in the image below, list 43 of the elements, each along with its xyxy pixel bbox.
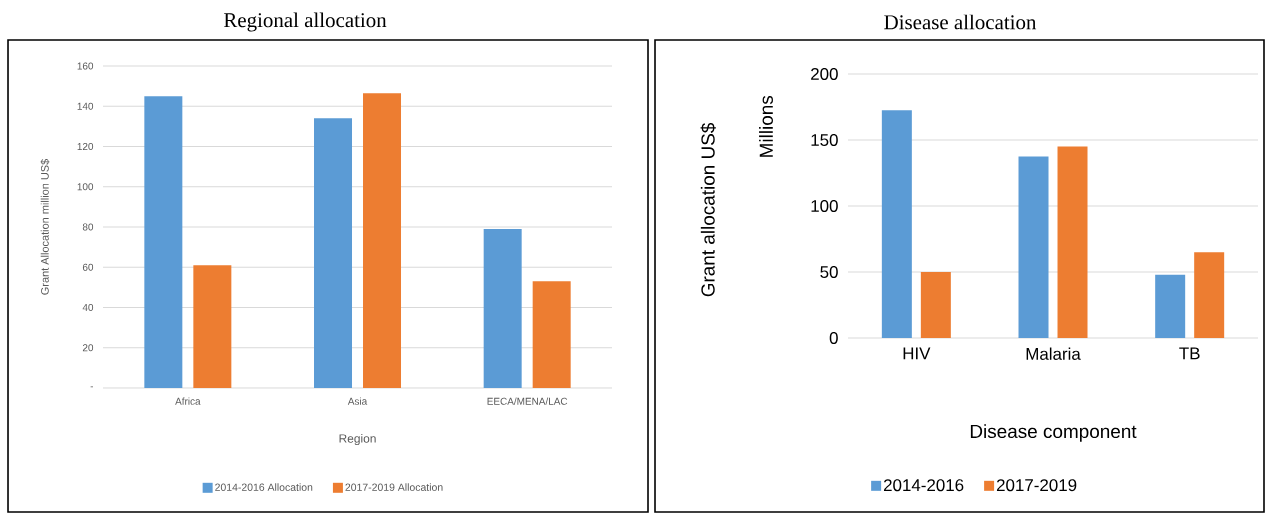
legend-label: 2017-2019 Allocation <box>345 483 443 491</box>
x-tick-label: TB <box>1179 347 1200 360</box>
x-axis-title: Disease component <box>970 424 1137 442</box>
bar <box>144 96 183 388</box>
x-axis-title: Region <box>339 433 376 446</box>
y-axis-title: Grant Allocation million US$ <box>40 158 50 295</box>
x-tick-label: Asia <box>347 397 368 405</box>
y-tick-label: 120 <box>77 142 94 151</box>
bar <box>532 281 571 388</box>
bar <box>314 118 353 388</box>
bar <box>1018 156 1049 338</box>
y-tick-label: 0 <box>829 331 838 344</box>
x-tick-label: HIV <box>903 347 931 360</box>
legend-label: 2017-2019 <box>996 479 1077 492</box>
bar <box>483 229 522 388</box>
y-tick-label: 50 <box>820 265 838 278</box>
bar <box>363 93 402 388</box>
y-tick-label: - <box>90 386 94 388</box>
legend-label: 2014-2016 Allocation <box>215 483 313 491</box>
bar <box>920 271 951 338</box>
bar <box>1194 252 1225 338</box>
y-axis-title: Grant allocation US$ <box>700 122 716 297</box>
y-tick-label: 20 <box>82 344 94 352</box>
legend-label: 2014-2016 <box>883 479 964 492</box>
x-tick-label: Malaria <box>1026 347 1081 360</box>
bar <box>881 110 912 338</box>
text: Millions <box>759 95 773 157</box>
y-tick-label: 200 <box>811 67 838 80</box>
y-tick-label: 60 <box>82 263 94 271</box>
bar <box>193 265 232 388</box>
y-tick-label: 40 <box>82 303 94 312</box>
chart-title: Regional allocation <box>223 12 387 32</box>
y-tick-label: 140 <box>77 102 94 110</box>
bar <box>1057 146 1088 338</box>
y-tick-label: 150 <box>811 133 838 146</box>
y-tick-label: 80 <box>82 223 94 231</box>
y-tick-label: 100 <box>77 183 94 191</box>
y-tick-label: 100 <box>811 199 838 212</box>
x-tick-label: Africa <box>175 397 201 405</box>
bar <box>1155 274 1186 338</box>
chart-title: Disease allocation <box>884 14 1037 30</box>
x-tick-label: EECA/MENA/LAC <box>487 397 568 405</box>
y-tick-label: 160 <box>77 62 94 70</box>
